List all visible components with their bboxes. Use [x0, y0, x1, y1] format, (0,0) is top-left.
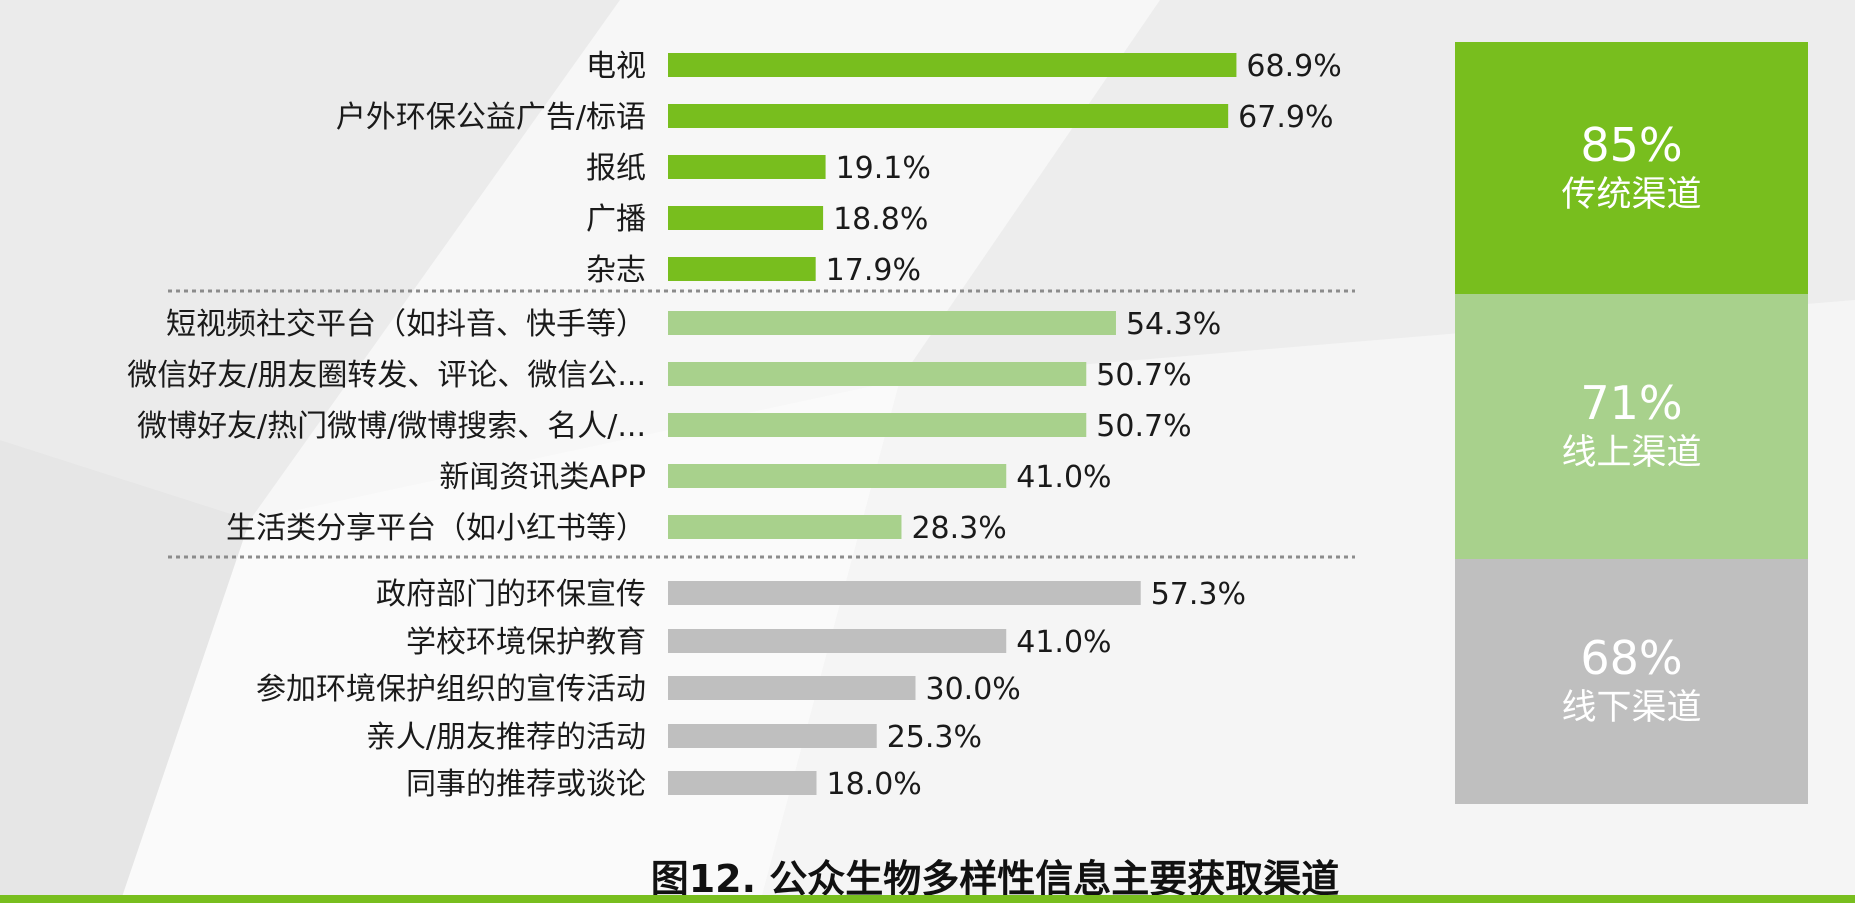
value-label: 50.7%	[1096, 358, 1191, 393]
bar	[668, 724, 877, 748]
category-label: 微博好友/热门微博/微博搜索、名人/...	[137, 409, 646, 444]
category-label: 杂志	[586, 253, 646, 288]
panel-category-name: 线下渠道	[1561, 688, 1702, 729]
bar	[668, 581, 1141, 605]
value-label: 25.3%	[887, 720, 982, 755]
value-label: 28.3%	[911, 511, 1006, 546]
bar	[668, 104, 1229, 128]
value-label: 67.9%	[1238, 100, 1333, 135]
panel-category-name: 传统渠道	[1561, 174, 1702, 215]
bar	[668, 53, 1237, 77]
category-label: 亲人/朋友推荐的活动	[366, 720, 646, 755]
bar	[668, 257, 816, 281]
category-label: 微信好友/朋友圈转发、评论、微信公...	[127, 358, 646, 393]
category-label: 学校环境保护教育	[406, 625, 646, 660]
bar	[668, 206, 824, 230]
value-label: 50.7%	[1096, 409, 1191, 444]
value-label: 41.0%	[1016, 460, 1111, 495]
value-label: 18.8%	[833, 202, 928, 237]
bar	[668, 629, 1007, 653]
category-panel-online: 71% 线上渠道	[1455, 294, 1808, 559]
category-label: 户外环保公益广告/标语	[336, 100, 646, 135]
bar	[668, 155, 826, 179]
panel-share-value: 85%	[1580, 117, 1683, 172]
category-label: 新闻资讯类APP	[439, 460, 646, 495]
category-label: 政府部门的环保宣传	[376, 577, 646, 612]
value-label: 54.3%	[1126, 307, 1221, 342]
chart-title: 图12. 公众生物多样性信息主要获取渠道	[650, 857, 1340, 901]
category-label: 同事的推荐或谈论	[406, 767, 646, 802]
value-label: 30.0%	[926, 672, 1021, 707]
category-label: 短视频社交平台（如抖音、快手等）	[166, 307, 646, 342]
panel-category-name: 线上渠道	[1561, 433, 1702, 474]
value-label: 68.9%	[1246, 49, 1341, 84]
value-label: 19.1%	[836, 151, 931, 186]
value-label: 41.0%	[1016, 625, 1111, 660]
category-label: 生活类分享平台（如小红书等）	[226, 511, 646, 546]
category-label: 电视	[586, 49, 646, 84]
bar	[668, 311, 1116, 335]
bottom-accent-line	[0, 895, 1855, 903]
bar	[668, 771, 817, 795]
category-label: 参加环境保护组织的宣传活动	[256, 672, 646, 707]
category-label: 广播	[586, 202, 646, 237]
category-panel-traditional: 85% 传统渠道	[1455, 42, 1808, 294]
category-label: 报纸	[586, 151, 646, 186]
bar	[668, 362, 1087, 386]
value-label: 17.9%	[826, 253, 921, 288]
bar	[668, 413, 1087, 437]
bar	[668, 464, 1007, 488]
panel-share-value: 68%	[1580, 631, 1683, 686]
bar	[668, 676, 916, 700]
bar	[668, 515, 902, 539]
panel-share-value: 71%	[1580, 376, 1683, 431]
value-label: 57.3%	[1151, 577, 1246, 612]
category-panel-offline: 68% 线下渠道	[1455, 559, 1808, 804]
value-label: 18.0%	[827, 767, 922, 802]
